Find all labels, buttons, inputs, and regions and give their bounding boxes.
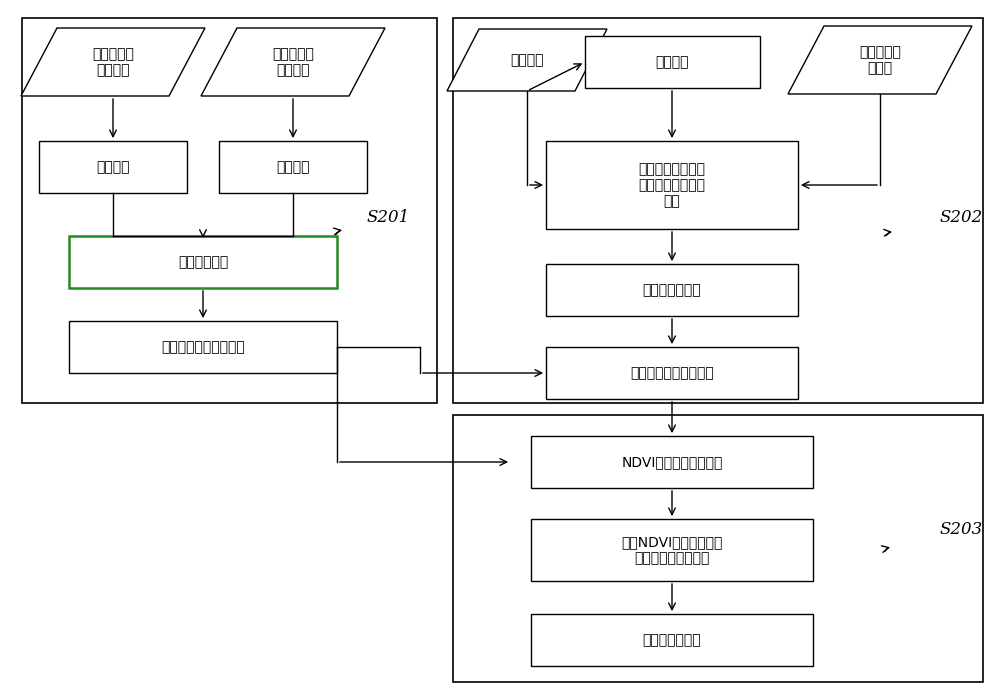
- Text: S201: S201: [367, 210, 410, 227]
- Text: 影像分类: 影像分类: [276, 160, 310, 174]
- Text: 结合影像和分类图
的样本筛选与样本
纯化: 结合影像和分类图 的样本筛选与样本 纯化: [639, 162, 706, 208]
- Text: NDVI差值图像计算获取: NDVI差值图像计算获取: [621, 455, 723, 469]
- Bar: [69, 236, 337, 288]
- Text: 辐射归一化影像: 辐射归一化影像: [643, 633, 701, 647]
- Text: S203: S203: [940, 521, 983, 539]
- Bar: [531, 614, 813, 666]
- Text: 影像分类: 影像分类: [96, 160, 130, 174]
- Text: 待纠传感器
晴空影像: 待纠传感器 晴空影像: [272, 47, 314, 77]
- Text: 参考影像: 参考影像: [510, 53, 544, 67]
- Text: 影像分类: 影像分类: [655, 55, 689, 69]
- Bar: [22, 18, 437, 403]
- Bar: [546, 141, 798, 229]
- Bar: [546, 264, 798, 316]
- Bar: [531, 519, 813, 581]
- Bar: [584, 36, 760, 88]
- Text: 待纠正影像
数据集: 待纠正影像 数据集: [859, 45, 901, 75]
- Polygon shape: [788, 26, 972, 94]
- Text: 基于NDVI差值和类别约
束的相对辐射归一化: 基于NDVI差值和类别约 束的相对辐射归一化: [621, 535, 723, 565]
- Text: 基准传感器
晴空影像: 基准传感器 晴空影像: [92, 47, 134, 77]
- Bar: [453, 415, 983, 682]
- Polygon shape: [447, 29, 607, 91]
- Polygon shape: [21, 28, 205, 96]
- Text: 传感器光谱归一化校正: 传感器光谱归一化校正: [630, 366, 714, 380]
- Bar: [69, 321, 337, 373]
- Text: 传感器光谱归一化系数: 传感器光谱归一化系数: [161, 340, 245, 354]
- Text: 待纠正影像分类: 待纠正影像分类: [643, 283, 701, 297]
- Bar: [546, 347, 798, 399]
- Bar: [39, 141, 187, 193]
- Bar: [219, 141, 367, 193]
- Polygon shape: [201, 28, 385, 96]
- Text: S202: S202: [940, 210, 983, 227]
- Bar: [531, 436, 813, 488]
- Bar: [453, 18, 983, 403]
- Text: 抽样分类拟合: 抽样分类拟合: [178, 255, 228, 269]
